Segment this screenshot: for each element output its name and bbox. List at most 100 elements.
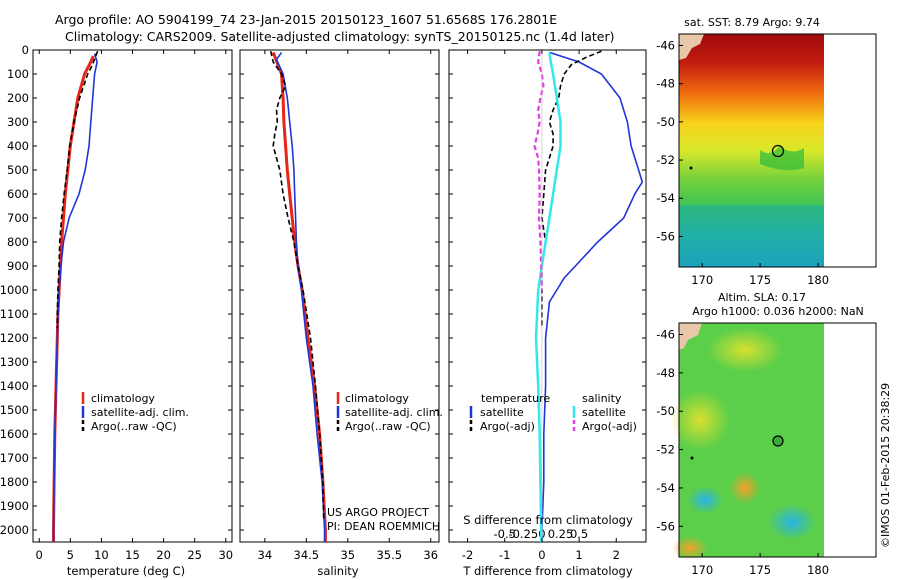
depth-tick-label: 1700 (0, 451, 29, 465)
lat-tick-label: -52 (656, 443, 675, 457)
salinity-axis: 34 34.5 35 35.5 36 (258, 548, 438, 562)
depth-tick-label: 1600 (0, 427, 29, 441)
depth-tick-label: 1400 (0, 379, 29, 393)
figure-title-line1: Argo profile: AO 5904199_74 23-Jan-2015 … (55, 12, 557, 27)
depth-tick-label: 1800 (0, 475, 29, 489)
series-line-salinity-satellite (534, 52, 562, 542)
lat-tick-label: -50 (656, 115, 675, 129)
lon-tick-label: 180 (807, 273, 829, 287)
coastline-landmass (679, 323, 702, 350)
sla-high-anomaly (672, 536, 708, 560)
x-tick-label: 20 (156, 548, 171, 562)
depth-tick-label: 1000 (0, 283, 29, 297)
legend-temperature-heading: temperature (481, 392, 550, 405)
legend-climatology-label: climatology (91, 392, 155, 405)
depth-tick-label: 500 (7, 163, 29, 177)
sst-map: sat. SST: 8.79 Argo: 9.74 -46 -48 -50 -52 -5… (656, 16, 877, 287)
s-tick-label: -0.25 (508, 527, 538, 541)
series-line-satellite-adj-clim (275, 51, 326, 542)
depth-tick-label: 800 (7, 235, 29, 249)
temperature-legend: climatology satellite-adj. clim. Argo(..… (81, 392, 189, 433)
series-line-satellite-adj-clim (52, 53, 98, 542)
lon-tick-label: 175 (749, 563, 771, 577)
depth-tick-label: 400 (7, 139, 29, 153)
sla-longitude-axis: 170 175 180 (691, 563, 829, 577)
difference-panel: -2 -1 0 1 2 -0.5-0.25 0 0.250.5 S difference f… (448, 49, 647, 578)
x-tick-label: 34 (258, 548, 273, 562)
difference-legend: temperature satellite Argo(-adj) salinit… (469, 392, 637, 433)
x-tick-label: 35 (340, 548, 355, 562)
depth-tick-label: 1500 (0, 403, 29, 417)
lon-tick-label: 180 (807, 563, 829, 577)
series-line-temperature-satellite (541, 51, 644, 542)
sst-cool-patch (760, 146, 804, 171)
island-dot (690, 456, 694, 460)
difference-axis: -2 -1 0 1 2 (462, 548, 620, 562)
sla-positive-anomaly (670, 390, 730, 450)
coastline-landmass (679, 34, 704, 60)
series-line-salinity-argo-adj (533, 51, 545, 291)
lat-tick-label: -54 (656, 191, 675, 205)
sla-blank-area (824, 323, 876, 557)
series-line-temperature-argo-adj (541, 50, 602, 329)
depth-tick-label: 200 (7, 91, 29, 105)
s-tick-label: 0.25 (548, 527, 574, 541)
legend-satellite-label: satellite-adj. clim. (91, 406, 189, 419)
legend-s-satellite-label: satellite (582, 406, 626, 419)
sla-map: Altim. SLA: 0.17 Argo h1000: 0.036 h2000… (656, 291, 877, 577)
series-line-argo-raw-qc (56, 50, 99, 329)
legend-argo-label: Argo(..raw -QC) (345, 420, 431, 433)
t-difference-axis-label: T difference from climatology (462, 564, 633, 578)
x-tick-label: 25 (187, 548, 202, 562)
temperature-axis-label: temperature (deg C) (67, 564, 185, 578)
lat-tick-label: -48 (656, 366, 675, 380)
lat-tick-label: -52 (656, 153, 675, 167)
sst-map-title: sat. SST: 8.79 Argo: 9.74 (684, 16, 820, 29)
sst-longitude-axis: 170 175 180 (691, 273, 829, 287)
copyright-timestamp: ©IMOS 01-Feb-2015 20:38:29 (879, 383, 892, 548)
difference-series (533, 50, 644, 542)
legend-satellite-label: satellite-adj. clim. (345, 406, 443, 419)
temperature-series (52, 50, 99, 542)
temperature-panel: 0100200300400500600700800900100011001200… (0, 43, 233, 578)
x-tick-label: 0 (36, 548, 43, 562)
lat-tick-label: -46 (656, 38, 675, 52)
x-tick-label: 30 (218, 548, 233, 562)
lon-tick-label: 170 (691, 273, 713, 287)
depth-axis: 0 100 200 300 400 500 600 700 800 900 1000 1100 1200… (0, 43, 29, 537)
salinity-legend: climatology satellite-adj. clim. Argo(..… (336, 392, 443, 433)
lat-tick-label: -50 (656, 404, 675, 418)
sla-high-anomaly (729, 472, 761, 504)
legend-t-satellite-label: satellite (480, 406, 524, 419)
sla-map-title-line1: Altim. SLA: 0.17 (718, 291, 806, 304)
lat-tick-label: -48 (656, 77, 675, 91)
lat-tick-label: -56 (656, 229, 675, 243)
depth-tick-label: 1200 (0, 331, 29, 345)
sla-latitude-axis: -46 -48 -50 -52 -54 -56 (656, 328, 675, 534)
temperature-axis: 0 5 10 15 20 25 30 (36, 548, 234, 562)
lat-tick-label: -46 (656, 328, 675, 342)
argo-location-marker (771, 144, 785, 158)
sla-negative-anomaly (687, 486, 723, 514)
pi-annotation: PI: DEAN ROEMMICH (327, 520, 440, 533)
x-tick-label: 15 (125, 548, 140, 562)
difference-plot-frame (448, 49, 647, 543)
x-tick-label: 2 (613, 548, 620, 562)
sla-map-frame (678, 322, 877, 558)
depth-tick-label: 100 (7, 67, 29, 81)
depth-tick-label: 2000 (0, 523, 29, 537)
figure-title-line2: Climatology: CARS2009. Satellite-adjuste… (65, 29, 615, 44)
series-line-argo-raw-qc (269, 51, 325, 521)
depth-tick-label: 700 (7, 211, 29, 225)
x-tick-label: 0 (538, 548, 545, 562)
x-tick-label: 5 (67, 548, 74, 562)
salinity-axis-label: salinity (317, 564, 358, 578)
sla-negative-anomaly (768, 504, 816, 540)
legend-t-argo-label: Argo(-adj) (480, 420, 535, 433)
sst-cold-band (679, 205, 824, 267)
lon-tick-label: 170 (691, 563, 713, 577)
depth-tick-label: 1300 (0, 355, 29, 369)
x-tick-label: 35.5 (376, 548, 402, 562)
x-tick-label: 1 (575, 548, 582, 562)
